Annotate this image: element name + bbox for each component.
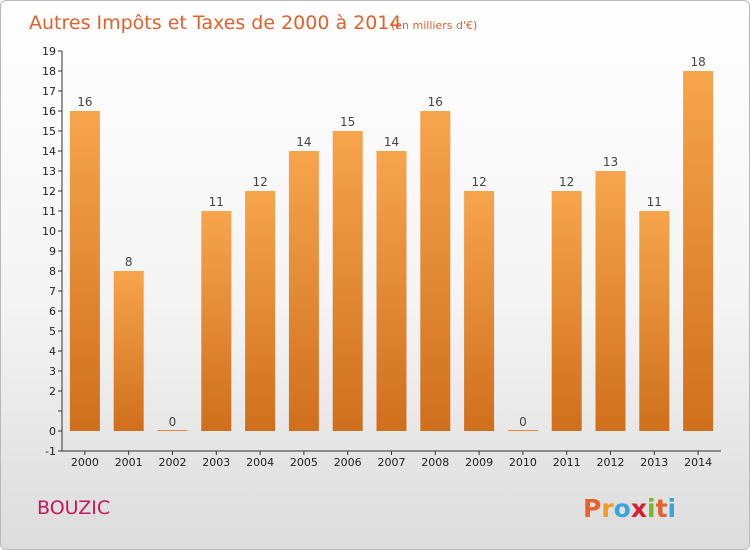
x-tick-label-2000: 2000	[71, 456, 99, 469]
y-tick-label: -1	[45, 445, 56, 458]
value-label-2012: 13	[603, 155, 618, 169]
bar-2011	[551, 191, 582, 431]
y-tick-label: 5	[49, 325, 56, 338]
chart-title: Autres Impôts et Taxes de 2000 à 2014	[29, 12, 402, 34]
bar-2001	[113, 271, 144, 431]
bar-2008	[420, 111, 451, 431]
value-label-2004: 12	[252, 175, 267, 189]
y-tick-label: 9	[49, 245, 56, 258]
x-tick-label-2011: 2011	[553, 456, 581, 469]
y-tick-label: 0	[49, 425, 56, 438]
bar-2007	[376, 151, 407, 431]
x-tick-label-2009: 2009	[465, 456, 493, 469]
x-tick-label-2007: 2007	[378, 456, 406, 469]
bar-2005	[288, 151, 319, 431]
value-label-2000: 16	[77, 95, 92, 109]
y-tick-label: 17	[42, 85, 56, 98]
y-tick-label: 8	[49, 265, 56, 278]
bar-2010	[507, 430, 538, 431]
value-label-2009: 12	[471, 175, 486, 189]
value-label-2011: 12	[559, 175, 574, 189]
value-label-2006: 15	[340, 115, 355, 129]
chart-subtitle: (en milliers d'€)	[391, 19, 477, 32]
bar-2009	[464, 191, 495, 431]
y-tick-label: 3	[49, 365, 56, 378]
commune-name: BOUZIC	[37, 497, 110, 519]
x-tick-label-2001: 2001	[115, 456, 143, 469]
bars-group	[69, 71, 714, 431]
y-tick-label: 16	[42, 105, 56, 118]
value-label-2007: 14	[384, 135, 399, 149]
bar-2013	[639, 211, 670, 431]
value-label-2005: 14	[296, 135, 311, 149]
y-tick-label: 14	[42, 145, 56, 158]
value-label-2014: 18	[690, 55, 705, 69]
value-label-2008: 16	[428, 95, 443, 109]
y-tick-label: 19	[42, 45, 56, 58]
y-tick-label: 2	[49, 385, 56, 398]
value-label-2010: 0	[519, 415, 527, 429]
y-tick-label: 7	[49, 285, 56, 298]
x-tick-label-2006: 2006	[334, 456, 362, 469]
x-tick-label-2003: 2003	[202, 456, 230, 469]
y-tick-label: 12	[42, 185, 56, 198]
value-label-2001: 8	[125, 255, 133, 269]
bar-2002	[157, 430, 188, 431]
x-tick-label-2005: 2005	[290, 456, 318, 469]
x-tick-label-2010: 2010	[509, 456, 537, 469]
value-labels-group: 16 8 0 11 12 14 15 14 16 12 0 12 13 11 18	[77, 55, 705, 429]
y-tick-label: 10	[42, 225, 56, 238]
y-tick-label: 13	[42, 165, 56, 178]
x-axis: 2000 2001 2002 2003 2004 2005 2006 2007 2008 2009…	[62, 450, 721, 469]
x-tick-label-2013: 2013	[640, 456, 668, 469]
y-axis: -1 0 2 3 4 5 6 7 8 9 10 11 12 13 14 15 16 17 18 19	[42, 45, 63, 458]
bar-2003	[201, 211, 232, 431]
value-label-2013: 11	[647, 195, 662, 209]
proxiti-logo: Proxiti	[583, 494, 676, 523]
x-tick-label-2008: 2008	[421, 456, 449, 469]
bar-2006	[332, 131, 363, 431]
x-tick-label-2002: 2002	[159, 456, 187, 469]
y-tick-label: 18	[42, 65, 56, 78]
bar-2014	[683, 71, 714, 431]
value-label-2002: 0	[169, 415, 177, 429]
y-tick-label: 11	[42, 205, 56, 218]
y-tick-label: 4	[49, 345, 56, 358]
x-tick-label-2014: 2014	[684, 456, 712, 469]
value-label-2003: 11	[209, 195, 224, 209]
x-tick-label-2012: 2012	[597, 456, 625, 469]
x-tick-label-2004: 2004	[246, 456, 274, 469]
y-tick-label: 6	[49, 305, 56, 318]
bar-2004	[245, 191, 276, 431]
bar-2012	[595, 171, 626, 431]
bar-2000	[69, 111, 100, 431]
y-tick-label: 15	[42, 125, 56, 138]
